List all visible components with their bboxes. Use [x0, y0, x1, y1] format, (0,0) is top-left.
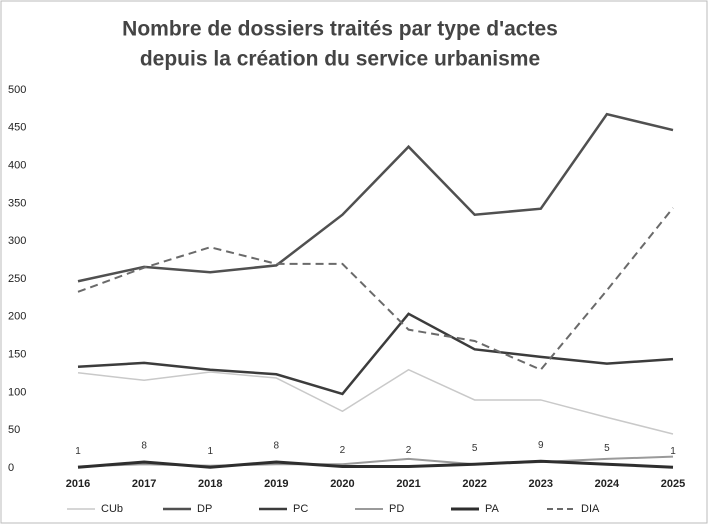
legend-label: DP	[197, 503, 212, 515]
data-label: 1	[75, 446, 81, 457]
data-label: 8	[141, 441, 147, 452]
y-tick-label: 400	[8, 160, 26, 172]
y-tick-label: 200	[8, 311, 26, 323]
x-tick-label: 2018	[198, 478, 222, 490]
y-tick-label: 300	[8, 235, 26, 247]
legend-label: DIA	[581, 503, 600, 515]
x-tick-label: 2024	[595, 478, 620, 490]
x-tick-label: 2016	[66, 478, 90, 490]
series-line	[77, 112, 674, 283]
x-tick-label: 2025	[661, 478, 685, 490]
y-tick-label: 500	[8, 84, 26, 96]
data-label: 2	[406, 445, 412, 456]
series-line	[77, 312, 674, 396]
data-label: 8	[274, 441, 280, 452]
x-tick-label: 2017	[132, 478, 156, 490]
data-label: 5	[604, 443, 610, 454]
data-label: 2	[340, 445, 346, 456]
y-tick-label: 100	[8, 386, 26, 398]
legend-label: CUb	[101, 503, 123, 515]
legend-label: PC	[293, 503, 308, 515]
data-label: 5	[472, 443, 478, 454]
data-label: 1	[207, 446, 213, 457]
y-tick-label: 150	[8, 349, 26, 361]
data-label: 9	[538, 440, 544, 451]
series-line	[77, 459, 674, 469]
series-line	[77, 368, 674, 435]
y-tick-label: 350	[8, 197, 26, 209]
y-tick-label: 450	[8, 122, 26, 134]
chart-title: Nombre de dossiers traités par type d'ac…	[122, 18, 558, 41]
y-tick-label: 250	[8, 273, 26, 285]
chart-title: depuis la création du service urbanisme	[140, 48, 540, 71]
y-tick-label: 0	[8, 462, 14, 474]
x-tick-label: 2023	[529, 478, 553, 490]
series-line	[77, 207, 674, 371]
x-tick-label: 2021	[396, 478, 420, 490]
legend-label: PD	[389, 503, 404, 515]
x-tick-label: 2020	[330, 478, 354, 490]
x-tick-label: 2019	[264, 478, 288, 490]
data-label: 1	[670, 446, 676, 457]
y-tick-label: 50	[8, 424, 20, 436]
x-tick-label: 2022	[462, 478, 486, 490]
legend-label: PA	[485, 503, 500, 515]
